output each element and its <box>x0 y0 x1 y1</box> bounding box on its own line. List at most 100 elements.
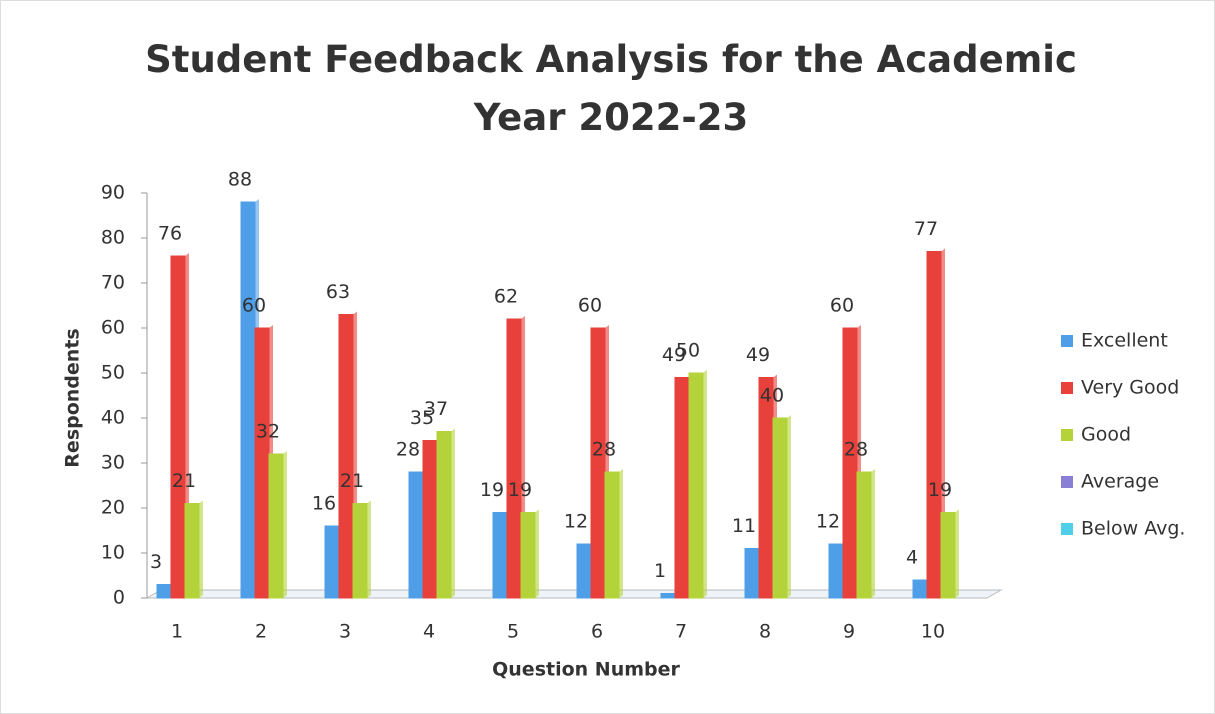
y-axis-label: Respondents <box>62 328 84 467</box>
y-tick-label: 30 <box>101 452 125 474</box>
bar <box>408 471 424 599</box>
data-label: 19 <box>928 479 952 501</box>
data-label: 12 <box>564 511 588 533</box>
data-label: 11 <box>732 515 756 537</box>
x-tick-label: 9 <box>843 621 855 643</box>
bar <box>352 503 368 599</box>
x-tick-label: 3 <box>339 621 351 643</box>
data-label: 4 <box>906 547 918 569</box>
bar <box>912 579 928 599</box>
data-label: 49 <box>662 344 686 366</box>
bar <box>268 453 284 599</box>
bar <box>940 512 956 599</box>
bar <box>604 471 620 599</box>
bar <box>422 440 438 599</box>
legend-label: Very Good <box>1081 377 1179 399</box>
legend-swatch <box>1061 429 1073 441</box>
x-tick-label: 6 <box>591 621 603 643</box>
data-label: 1 <box>654 560 666 582</box>
legend-swatch <box>1061 523 1073 535</box>
bar <box>926 251 942 599</box>
data-label: 76 <box>158 223 182 245</box>
bar-side <box>941 248 945 598</box>
data-label: 21 <box>340 470 364 492</box>
bar <box>856 471 872 599</box>
bar <box>254 327 270 599</box>
y-tick-label: 60 <box>101 317 125 339</box>
bar <box>156 584 172 599</box>
x-tick-label: 1 <box>171 621 183 643</box>
x-tick-label: 10 <box>921 621 945 643</box>
bar <box>842 327 858 599</box>
bar-side <box>703 370 707 598</box>
bar <box>758 377 774 599</box>
bar-side <box>955 509 959 598</box>
data-label: 60 <box>242 295 266 317</box>
data-label: 50 <box>676 340 700 362</box>
data-label: 60 <box>830 295 854 317</box>
bar-side <box>367 500 371 598</box>
data-label: 40 <box>760 385 784 407</box>
legend-swatch <box>1061 382 1073 394</box>
chart-title: Student Feedback Analysis for the Academ… <box>145 38 1077 139</box>
x-tick-label: 7 <box>675 621 687 643</box>
bar <box>576 543 592 599</box>
bar-side <box>283 451 287 598</box>
legend-label: Good <box>1081 424 1131 446</box>
y-tick-label: 10 <box>101 542 125 564</box>
x-tick-label: 8 <box>759 621 771 643</box>
data-label: 32 <box>256 421 280 443</box>
x-tick-label: 2 <box>255 621 267 643</box>
data-label: 60 <box>578 295 602 317</box>
bar <box>660 593 676 599</box>
data-label: 35 <box>410 407 434 429</box>
data-label: 88 <box>228 169 252 191</box>
y-tick-label: 20 <box>101 497 125 519</box>
y-tick-label: 90 <box>101 182 125 204</box>
bar <box>492 512 508 599</box>
x-tick-label: 5 <box>507 621 519 643</box>
data-label: 28 <box>592 439 616 461</box>
bar <box>744 548 760 599</box>
bar <box>338 314 354 599</box>
y-tick-label: 0 <box>113 587 125 609</box>
bar <box>170 255 186 599</box>
bar-side <box>199 500 203 598</box>
data-label: 21 <box>172 470 196 492</box>
data-label: 77 <box>914 218 938 240</box>
bar <box>436 431 452 599</box>
bar-side <box>787 415 791 598</box>
bar-side <box>619 469 623 598</box>
legend-label: Excellent <box>1081 330 1168 352</box>
data-label: 12 <box>816 511 840 533</box>
bar-side <box>871 469 875 598</box>
bar <box>240 201 256 599</box>
bar <box>688 372 704 599</box>
legend-label: Below Avg. <box>1081 518 1185 540</box>
bar-side <box>535 509 539 598</box>
data-label: 49 <box>746 344 770 366</box>
bar <box>590 327 606 599</box>
data-label: 19 <box>508 479 532 501</box>
data-label: 37 <box>424 398 448 420</box>
y-tick-label: 70 <box>101 272 125 294</box>
data-label: 28 <box>844 439 868 461</box>
data-label: 62 <box>494 286 518 308</box>
data-label: 19 <box>480 479 504 501</box>
y-tick-label: 80 <box>101 227 125 249</box>
data-label: 3 <box>150 551 162 573</box>
data-label: 16 <box>312 493 336 515</box>
bar <box>184 503 200 599</box>
bar <box>772 417 788 599</box>
bar <box>828 543 844 599</box>
x-axis-label: Question Number <box>492 659 680 681</box>
legend-swatch <box>1061 335 1073 347</box>
bar-side <box>451 428 455 598</box>
legend-swatch <box>1061 476 1073 488</box>
data-label: 28 <box>396 439 420 461</box>
legend-label: Average <box>1081 471 1159 493</box>
bar <box>674 377 690 599</box>
y-tick-label: 40 <box>101 407 125 429</box>
